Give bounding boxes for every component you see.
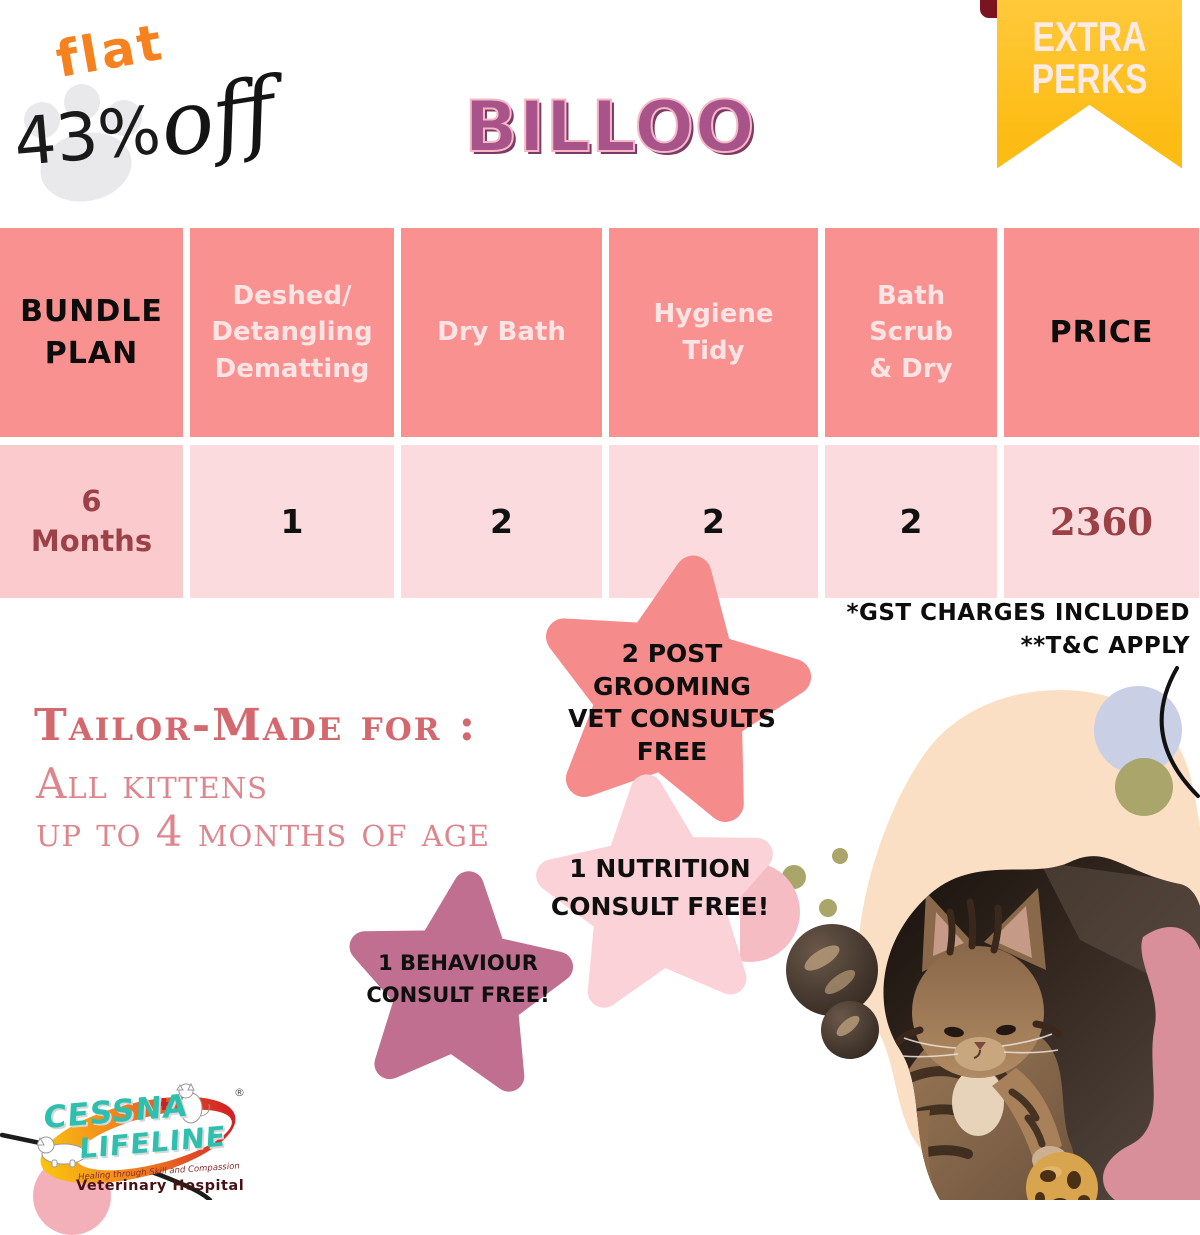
promo-flat-text: flat <box>51 13 169 89</box>
header-bath-scrub-dry: Bath Scrub & Dry <box>825 228 997 437</box>
row-deshed-value: 1 <box>190 445 394 598</box>
row-hygiene-value: 2 <box>609 445 818 598</box>
row-plan-6-months: 6 Months <box>0 445 183 598</box>
page-title: BILLOO <box>463 85 756 169</box>
logo-cat-icon <box>176 1082 210 1124</box>
extra-perks-label: EXTRA PERKS <box>1016 16 1164 100</box>
row-bath-scrub-value: 2 <box>825 445 997 598</box>
photo-bubble <box>786 924 878 1016</box>
header-bundle-plan: BUNDLE PLAN <box>0 228 183 437</box>
star-behaviour <box>349 871 574 1092</box>
registered-mark: ® <box>234 1086 245 1099</box>
header-price: PRICE <box>1004 228 1199 437</box>
olive-circle <box>1115 758 1173 816</box>
tailor-made-audience: All kittens up to 4 months of age <box>36 759 491 857</box>
row-price-value: 2360 <box>1004 445 1199 598</box>
kitten-photo-collage <box>740 666 1200 1200</box>
header-dry-bath: Dry Bath <box>401 228 602 437</box>
star-behaviour-label: 1 BEHAVIOUR CONSULT FREE! <box>366 951 550 1007</box>
paw-in-bubble <box>804 945 860 1037</box>
audience-line-2: up to 4 months of age <box>36 807 491 857</box>
lavender-circle <box>1094 686 1182 774</box>
audience-line-1: All kittens <box>36 759 268 808</box>
ribbon-line-2: PERKS <box>1031 55 1148 102</box>
logo-swoosh-graphic <box>36 1082 236 1184</box>
tnc-note: **T&C APPLY <box>1020 633 1190 660</box>
black-arc <box>1159 666 1200 798</box>
row-dry-bath-value: 2 <box>401 445 602 598</box>
header-hygiene-tidy: Hygiene Tidy <box>609 228 818 437</box>
olive-dot <box>832 848 848 864</box>
tailor-made-heading: Tailor-Made for : <box>34 700 478 751</box>
logo-dog-icon <box>36 1136 87 1168</box>
promo-percent-text: 43% <box>10 91 164 182</box>
logo-cross-icon <box>158 1098 170 1110</box>
ribbon-line-1: EXTRA <box>1032 13 1147 60</box>
bundle-plan-table: BUNDLE PLAN Deshed/ Detangling Dematting… <box>0 228 1200 598</box>
header-deshed: Deshed/ Detangling Dematting <box>190 228 394 437</box>
fine-print-notes: *GST CHARGES INCLUDED **T&C APPLY <box>846 597 1190 664</box>
rose-blob <box>1103 926 1200 1200</box>
paw-print-icon <box>24 84 142 202</box>
cessna-lifeline-logo: CESSNA LIFELINE ® Healing through Skill … <box>28 1082 248 1202</box>
olive-dot <box>819 899 837 917</box>
promo-off-text: off <box>152 57 283 178</box>
logo-subtitle: Veterinary Hospital <box>76 1178 245 1194</box>
gst-note: *GST CHARGES INCLUDED <box>846 600 1190 626</box>
